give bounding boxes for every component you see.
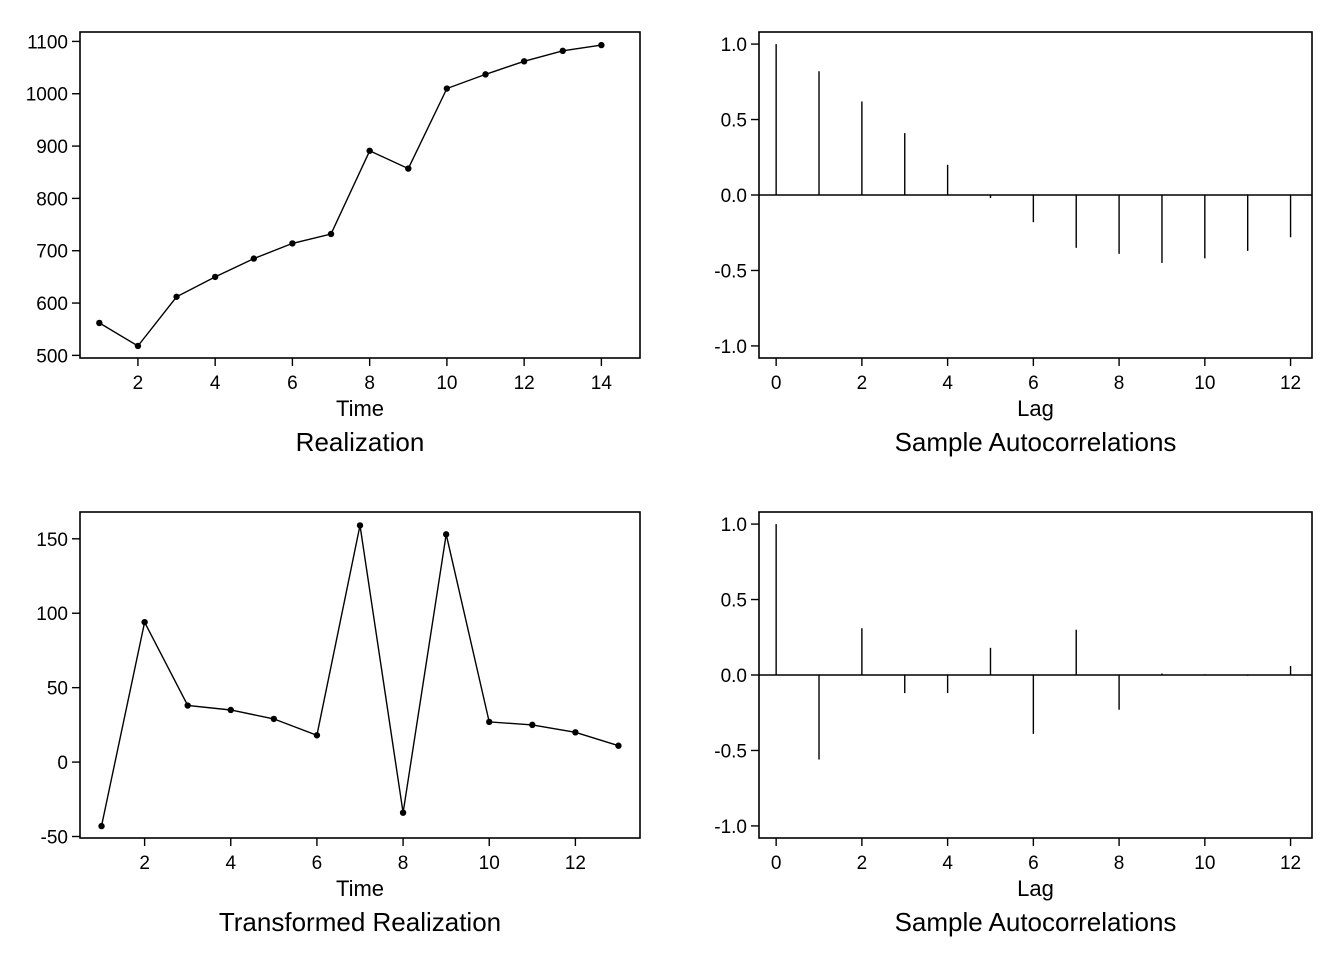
x-tick-label: 2 — [857, 373, 868, 394]
data-point — [96, 319, 103, 327]
y-tick-label: 0 — [57, 753, 68, 774]
x-tick-label: 12 — [1280, 373, 1301, 394]
x-tick-label: 10 — [479, 853, 500, 874]
x-tick-label: 4 — [942, 373, 953, 394]
x-axis-label: Lag — [1017, 396, 1054, 421]
panel-title: Sample Autocorrelations — [895, 427, 1177, 457]
data-point — [520, 58, 528, 65]
y-tick-label: 0.5 — [721, 111, 747, 132]
x-tick-label: 2 — [133, 373, 144, 394]
y-tick-label: 700 — [36, 242, 68, 263]
y-tick-label: 50 — [47, 679, 68, 700]
panel-title: Sample Autocorrelations — [895, 907, 1177, 937]
x-tick-label: 0 — [771, 373, 782, 394]
x-tick-label: 6 — [1028, 853, 1039, 874]
y-tick-label: 1.0 — [721, 35, 747, 56]
y-tick-label: 0.0 — [721, 186, 747, 207]
data-point — [250, 255, 257, 262]
data-point — [98, 822, 105, 830]
x-tick-label: 4 — [210, 373, 221, 394]
panel-3: -50 0 50 100 150 2 4 6 8 10 12 Time Transformed Real… — [36, 511, 641, 937]
x-tick-label: 8 — [1114, 373, 1125, 394]
data-point — [141, 618, 148, 626]
data-point — [405, 165, 412, 172]
y-tick-label: 0.5 — [721, 591, 747, 612]
y-tick-label: -1.0 — [714, 337, 747, 358]
x-tick-label: 2 — [139, 853, 150, 874]
panel-title: Realization — [296, 427, 425, 457]
series-line — [98, 44, 602, 347]
data-point — [615, 742, 622, 749]
x-tick-label: 4 — [225, 853, 236, 874]
x-tick-label: 0 — [771, 853, 782, 874]
data-point — [313, 732, 321, 739]
data-point — [211, 273, 219, 281]
x-tick-label: 8 — [1114, 853, 1125, 874]
y-tick-label: -0.5 — [714, 261, 747, 282]
data-point — [598, 41, 605, 49]
x-tick-label: 10 — [1194, 373, 1215, 394]
panel-2: -1.0 -0.5 0.0 0.5 1.0 0 2 4 6 8 10 12 Lag Sample Auto… — [714, 31, 1313, 457]
y-tick-label: 150 — [36, 530, 68, 551]
x-tick-label: 12 — [565, 853, 586, 874]
x-tick-label: 12 — [514, 373, 535, 394]
y-tick-label: -0.5 — [714, 741, 747, 762]
plot-frame — [79, 31, 641, 359]
data-point — [327, 230, 335, 238]
data-point — [442, 531, 450, 538]
plot-frame — [79, 511, 641, 839]
y-tick-label: 1100 — [27, 32, 68, 53]
x-tick-label: 10 — [436, 373, 457, 394]
data-point — [482, 71, 489, 78]
y-tick-label: -50 — [41, 828, 68, 849]
data-point — [270, 715, 278, 723]
y-tick-label: 800 — [36, 189, 68, 210]
x-tick-label: 2 — [857, 853, 868, 874]
y-tick-label: 500 — [36, 346, 68, 367]
x-tick-label: 12 — [1280, 853, 1301, 874]
data-point — [443, 85, 451, 92]
x-axis-label: Time — [336, 876, 384, 901]
data-point — [356, 522, 364, 529]
x-tick-label: 6 — [287, 373, 298, 394]
data-point — [559, 47, 566, 55]
y-tick-label: 1.0 — [721, 515, 747, 536]
x-tick-label: 10 — [1194, 853, 1215, 874]
series-line — [100, 525, 619, 827]
y-tick-label: 100 — [36, 604, 68, 625]
data-point — [399, 809, 407, 816]
x-tick-label: 4 — [942, 853, 953, 874]
x-axis-label: Lag — [1017, 876, 1054, 901]
y-tick-label: 1000 — [26, 85, 68, 106]
y-tick-label: -1.0 — [714, 817, 747, 838]
data-point — [134, 342, 142, 350]
x-tick-label: 8 — [398, 853, 409, 874]
data-point — [529, 721, 536, 729]
data-point — [173, 293, 180, 300]
y-tick-label: 900 — [36, 137, 68, 158]
panel-title: Transformed Realization — [219, 907, 501, 937]
panel-4: -1.0 -0.5 0.0 0.5 1.0 0 2 4 6 8 10 12 Lag Sample Auto… — [714, 511, 1313, 937]
data-point — [486, 718, 493, 726]
data-point — [572, 729, 579, 736]
data-point — [289, 240, 296, 247]
x-tick-label: 14 — [591, 373, 613, 394]
data-point — [227, 706, 234, 714]
data-point — [366, 147, 373, 154]
x-tick-label: 6 — [312, 853, 323, 874]
y-tick-label: 0.0 — [721, 666, 747, 687]
x-tick-label: 6 — [1028, 373, 1039, 394]
x-axis-label: Time — [336, 396, 384, 421]
x-tick-label: 8 — [364, 373, 375, 394]
y-tick-label: 600 — [36, 294, 68, 315]
panel-1: 500 600 700 800 900 1000 1100 2 4 6 8 10 12 14 Time Rea… — [26, 31, 641, 457]
data-point — [184, 702, 191, 709]
